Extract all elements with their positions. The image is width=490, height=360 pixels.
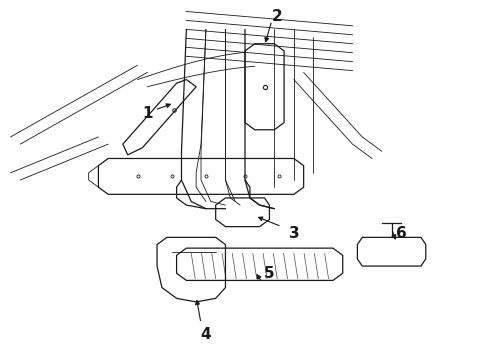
Text: 6: 6 [396,226,407,241]
Text: 3: 3 [289,226,299,241]
Text: 1: 1 [142,106,152,121]
Text: 2: 2 [271,9,282,24]
Text: 5: 5 [264,266,275,281]
Text: 4: 4 [200,327,211,342]
